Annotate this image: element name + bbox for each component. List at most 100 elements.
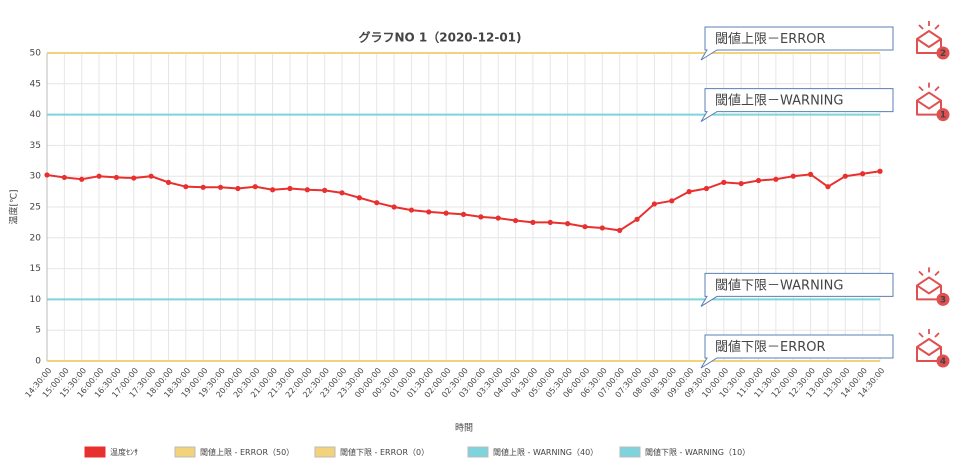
callout-text: 閾値下限－WARNING xyxy=(715,277,843,293)
data-point xyxy=(235,185,241,192)
data-point xyxy=(842,173,848,179)
y-tick-label: 0 xyxy=(35,357,41,367)
data-point xyxy=(582,224,588,230)
data-point xyxy=(44,172,50,178)
data-point xyxy=(547,219,553,225)
mail-icon: 2 xyxy=(916,21,950,60)
callout-box xyxy=(700,334,894,369)
data-point xyxy=(825,184,831,190)
data-point xyxy=(339,190,345,196)
data-point xyxy=(495,215,501,221)
data-point xyxy=(860,171,866,177)
data-point xyxy=(790,173,796,179)
icon-badge xyxy=(936,108,950,122)
data-point xyxy=(131,175,137,181)
mail-icon: 4 xyxy=(916,329,950,368)
data-point xyxy=(565,221,571,227)
data-point xyxy=(322,187,328,193)
data-point xyxy=(807,171,814,177)
data-point xyxy=(183,184,189,190)
data-point xyxy=(200,184,206,190)
data-point xyxy=(512,217,519,224)
data-point xyxy=(304,187,310,193)
legend-swatch xyxy=(314,446,336,458)
y-tick-label: 25 xyxy=(30,203,41,213)
icon-envelope xyxy=(916,91,942,116)
data-point xyxy=(217,184,224,190)
data-point xyxy=(686,189,692,195)
callout-box xyxy=(700,272,894,307)
legend-swatch xyxy=(467,446,489,458)
callout-box xyxy=(700,26,894,61)
badge-number: 3 xyxy=(940,295,946,305)
callout-text: 閾値上限－WARNING xyxy=(715,93,843,109)
legend-swatch xyxy=(619,446,641,458)
callout-text: 閾値上限－ERROR xyxy=(715,31,826,47)
data-point xyxy=(634,216,640,222)
data-point xyxy=(426,209,432,215)
icon-badge xyxy=(936,46,950,60)
data-point xyxy=(651,201,657,207)
data-point xyxy=(165,179,172,185)
badge-number: 4 xyxy=(940,357,946,367)
data-point xyxy=(270,187,276,193)
y-tick-label: 10 xyxy=(30,295,42,305)
data-point xyxy=(669,198,675,204)
data-point xyxy=(113,174,120,181)
legend-label: 閾値下限 - ERROR（0） xyxy=(340,447,429,457)
y-tick-label: 45 xyxy=(30,79,41,89)
callout-text: 閾値下限－ERROR xyxy=(715,339,826,355)
legend-swatch xyxy=(84,446,106,458)
data-point xyxy=(877,168,883,174)
icon-rays xyxy=(918,21,940,30)
icon-rays xyxy=(918,329,940,338)
data-point xyxy=(443,210,449,216)
data-point xyxy=(721,179,727,185)
data-point xyxy=(703,185,710,192)
x-axis-label: 時間 xyxy=(455,423,473,434)
y-tick-label: 40 xyxy=(30,110,42,120)
mail-icon: 3 xyxy=(916,267,950,306)
icon-envelope xyxy=(916,338,942,362)
legend-label: 閾値上限 - ERROR（50） xyxy=(200,447,294,457)
icon-envelope xyxy=(916,276,942,301)
data-point xyxy=(148,173,154,179)
y-tick-label: 15 xyxy=(30,264,41,274)
data-point xyxy=(79,176,85,182)
data-point xyxy=(599,225,605,231)
icon-badge xyxy=(936,354,950,368)
data-point xyxy=(617,227,623,234)
icon-rays xyxy=(918,267,940,277)
badge-number: 2 xyxy=(940,49,946,59)
mail-icon: 1 xyxy=(916,82,950,122)
data-point xyxy=(61,174,67,181)
data-point xyxy=(96,173,102,179)
icon-envelope xyxy=(916,30,942,54)
legend-label: 閾値下限 - WARNING（10） xyxy=(645,447,750,457)
data-point xyxy=(287,185,293,192)
badge-number: 1 xyxy=(940,111,946,121)
y-tick-label: 5 xyxy=(35,326,41,336)
callout-box xyxy=(700,88,894,123)
legend-label: 閾値上限 - WARNING（40） xyxy=(493,447,598,457)
data-point xyxy=(738,180,744,187)
data-point xyxy=(530,219,536,225)
y-tick-label: 35 xyxy=(30,141,41,151)
y-tick-label: 20 xyxy=(30,233,42,243)
legend-label: 温度ｾﾝｻ xyxy=(110,447,138,457)
data-point xyxy=(391,204,397,210)
legend-swatch xyxy=(174,446,196,458)
y-tick-label: 50 xyxy=(30,49,42,59)
chart-title: グラフNO 1（2020-12-01) xyxy=(358,30,521,45)
data-point xyxy=(374,200,380,206)
data-point xyxy=(408,207,415,213)
y-axis-label: 温度[℃] xyxy=(8,189,20,224)
icon-badge xyxy=(936,292,950,306)
data-point xyxy=(773,176,779,182)
data-point xyxy=(478,214,484,220)
icon-rays xyxy=(918,82,940,92)
data-point xyxy=(252,184,258,190)
data-point xyxy=(460,211,467,217)
data-point xyxy=(356,195,362,201)
